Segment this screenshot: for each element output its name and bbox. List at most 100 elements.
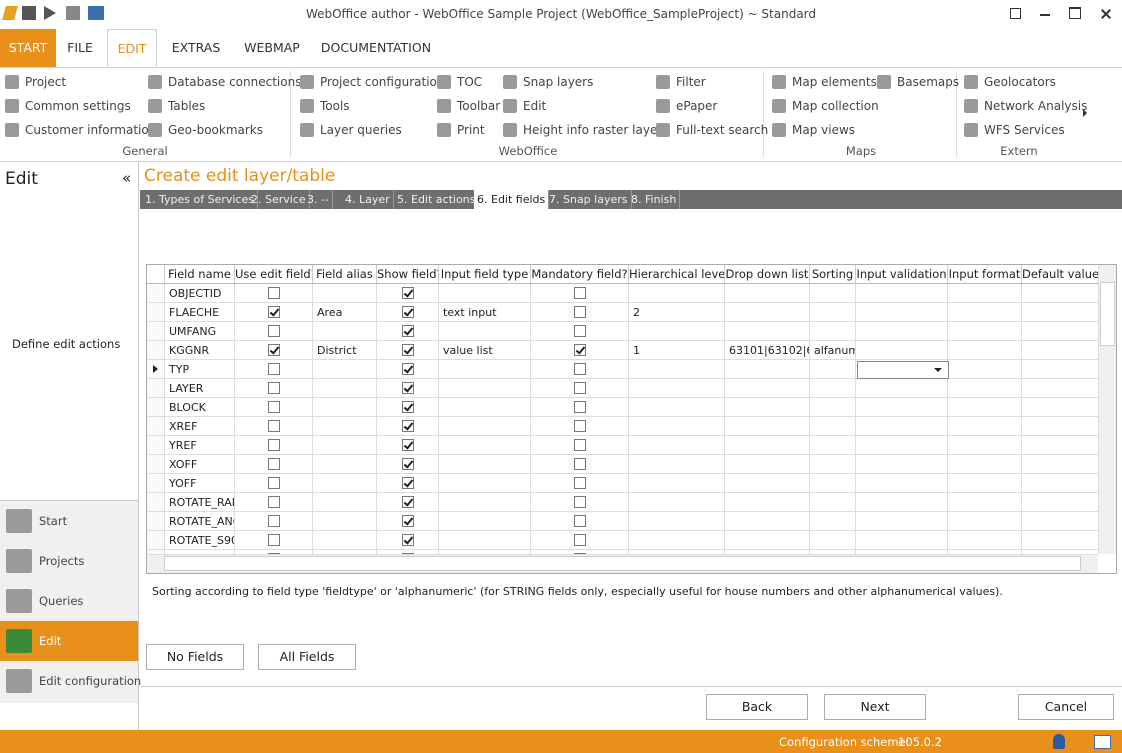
table-cell[interactable] [810, 417, 856, 436]
table-cell[interactable] [629, 417, 725, 436]
checkbox[interactable] [268, 287, 280, 299]
checkbox[interactable] [268, 363, 280, 375]
table-cell[interactable] [313, 322, 377, 341]
table-cell[interactable] [856, 417, 948, 436]
table-cell[interactable] [810, 474, 856, 493]
checkbox[interactable] [574, 325, 586, 337]
checkbox[interactable] [402, 382, 414, 394]
table-cell[interactable] [948, 512, 1022, 531]
ribbon-button[interactable]: Tables [168, 99, 206, 113]
table-cell[interactable]: YOFF [165, 474, 235, 493]
table-cell[interactable] [1022, 379, 1098, 398]
ribbon-button[interactable]: Geo-bookmarks [168, 123, 264, 137]
ribbon-button[interactable]: Layer queries [320, 123, 402, 137]
table-cell[interactable] [725, 417, 810, 436]
table-cell[interactable] [725, 322, 810, 341]
table-cell[interactable] [856, 436, 948, 455]
checkbox[interactable] [402, 363, 414, 375]
table-cell[interactable] [948, 455, 1022, 474]
table-cell[interactable]: 2 [629, 303, 725, 322]
table-cell[interactable] [629, 474, 725, 493]
table-cell[interactable] [810, 322, 856, 341]
checkbox[interactable] [574, 306, 586, 318]
table-cell[interactable] [725, 360, 810, 379]
table-cell[interactable] [313, 550, 377, 554]
ribbon-button[interactable]: TOC [457, 75, 483, 89]
checkbox[interactable] [574, 477, 586, 489]
ribbon-button[interactable]: Basemaps [897, 75, 960, 89]
table-cell[interactable] [856, 455, 948, 474]
table-cell[interactable] [856, 398, 948, 417]
table-cell[interactable]: OBJECTID [165, 284, 235, 303]
column-header[interactable]: Input format [948, 265, 1022, 284]
checkbox[interactable] [268, 477, 280, 489]
table-cell[interactable] [313, 493, 377, 512]
table-cell[interactable] [856, 531, 948, 550]
table-cell[interactable] [439, 474, 531, 493]
table-cell[interactable] [856, 322, 948, 341]
nav-item[interactable]: Edit configuration [0, 661, 141, 701]
column-header[interactable]: Hierarchical level [629, 265, 725, 284]
table-cell[interactable] [948, 474, 1022, 493]
table-cell[interactable] [856, 303, 948, 322]
table-cell[interactable] [725, 474, 810, 493]
ribbon-button[interactable]: Tools [320, 99, 350, 113]
table-cell[interactable] [948, 341, 1022, 360]
scroll-thumb[interactable] [164, 556, 1081, 571]
checkbox[interactable] [268, 344, 280, 356]
table-cell[interactable] [948, 360, 1022, 379]
run-icon[interactable] [44, 6, 56, 20]
table-cell[interactable]: ROTATE_S90 [165, 531, 235, 550]
table-cell[interactable] [439, 493, 531, 512]
table-cell[interactable] [1022, 322, 1098, 341]
checkbox[interactable] [268, 401, 280, 413]
table-cell[interactable] [725, 284, 810, 303]
tool-icon[interactable] [66, 6, 80, 20]
table-cell[interactable] [856, 379, 948, 398]
checkbox[interactable] [574, 458, 586, 470]
table-cell[interactable]: XREF [165, 417, 235, 436]
table-cell[interactable] [810, 284, 856, 303]
checkbox[interactable] [402, 553, 414, 554]
table-cell[interactable] [439, 398, 531, 417]
checkbox[interactable] [402, 439, 414, 451]
checkbox[interactable] [268, 553, 280, 554]
table-cell[interactable] [725, 550, 810, 554]
table-cell[interactable] [313, 474, 377, 493]
table-cell[interactable] [313, 531, 377, 550]
table-cell[interactable] [810, 303, 856, 322]
ribbon-button[interactable]: Geolocators [984, 75, 1056, 89]
checkbox[interactable] [268, 496, 280, 508]
nav-item[interactable]: Start [0, 501, 138, 541]
table-cell[interactable] [725, 303, 810, 322]
table-cell[interactable]: 1 [629, 341, 725, 360]
table-cell[interactable] [725, 436, 810, 455]
table-cell[interactable] [856, 512, 948, 531]
table-cell[interactable] [725, 379, 810, 398]
table-cell[interactable] [313, 284, 377, 303]
table-cell[interactable] [629, 360, 725, 379]
table-cell[interactable]: Area [313, 303, 377, 322]
checkbox[interactable] [574, 382, 586, 394]
table-cell[interactable] [629, 436, 725, 455]
table-cell[interactable] [810, 455, 856, 474]
table-cell[interactable] [439, 322, 531, 341]
ribbon-tab[interactable]: WEBMAP [244, 40, 300, 55]
ribbon-button[interactable]: Database connections [168, 75, 302, 89]
table-cell[interactable] [948, 493, 1022, 512]
table-cell[interactable] [629, 398, 725, 417]
table-cell[interactable]: TYP [165, 360, 235, 379]
ribbon-button[interactable]: Map collection [792, 99, 879, 113]
table-cell[interactable] [439, 531, 531, 550]
table-cell[interactable] [725, 531, 810, 550]
ribbon-button[interactable]: Project [25, 75, 67, 89]
table-cell[interactable] [725, 455, 810, 474]
table-cell[interactable]: YREF [165, 436, 235, 455]
table-cell[interactable] [439, 284, 531, 303]
table-cell[interactable] [810, 493, 856, 512]
table-cell[interactable] [725, 398, 810, 417]
checkbox[interactable] [268, 420, 280, 432]
column-header[interactable]: Mandatory field? [531, 265, 629, 284]
table-cell[interactable] [948, 550, 1022, 554]
back-button[interactable]: Back [706, 694, 808, 720]
